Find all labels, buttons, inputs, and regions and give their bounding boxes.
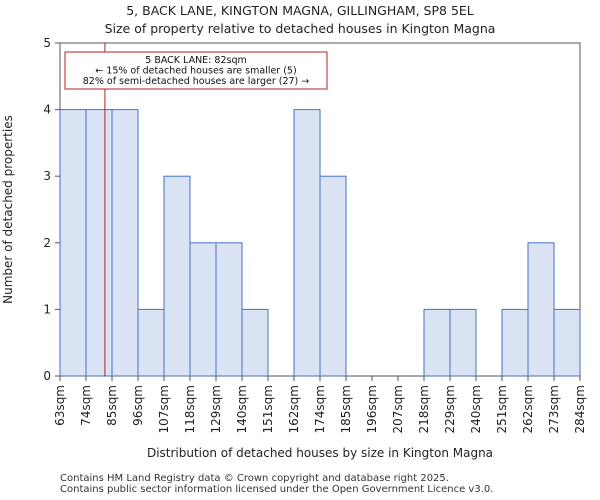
histogram-bar xyxy=(85,109,113,377)
y-tick-label: 1 xyxy=(43,302,51,316)
histogram-bar xyxy=(501,308,529,377)
x-tick-label: 284sqm xyxy=(573,385,587,433)
x-tick-label: 240sqm xyxy=(469,385,483,433)
histogram-bar xyxy=(59,109,87,377)
x-tick-label: 251sqm xyxy=(495,385,509,433)
x-tick-label: 162sqm xyxy=(287,385,301,433)
x-tick-label: 262sqm xyxy=(521,385,535,433)
y-tick-label: 5 xyxy=(43,36,51,50)
histogram-bar xyxy=(137,308,165,377)
x-tick-label: 118sqm xyxy=(183,385,197,433)
chart-title: 5, BACK LANE, KINGTON MAGNA, GILLINGHAM,… xyxy=(0,2,600,38)
y-tick-label: 3 xyxy=(43,169,51,183)
histogram-bar xyxy=(163,175,191,377)
y-tick-label: 0 xyxy=(43,369,51,383)
x-tick-label: 85sqm xyxy=(105,385,119,426)
x-tick-label: 151sqm xyxy=(261,385,275,433)
annotation-line-1: 5 BACK LANE: 82sqm xyxy=(145,55,246,66)
histogram-bar xyxy=(189,242,217,377)
x-tick-label: 185sqm xyxy=(339,385,353,433)
y-axis-title: Number of detached properties xyxy=(1,115,15,304)
y-tick-label: 2 xyxy=(43,236,51,250)
histogram-bar xyxy=(111,109,139,377)
x-tick-label: 74sqm xyxy=(79,385,93,426)
histogram-chart: 0 1 2 3 4 5 63sqm 74sqm 85sqm 96sqm 107sqm 118sqm 12… xyxy=(1,36,587,460)
footer-line-2: Contains public sector information licen… xyxy=(60,484,494,495)
histogram-bar xyxy=(293,109,321,377)
annotation-line-2: ← 15% of detached houses are smaller (5) xyxy=(95,66,296,77)
x-tick-label: 96sqm xyxy=(131,385,145,426)
x-tick-label: 273sqm xyxy=(547,385,561,433)
attribution-footer: Contains HM Land Registry data © Crown c… xyxy=(60,473,493,495)
x-tick-label: 140sqm xyxy=(235,385,249,433)
histogram-bar xyxy=(553,308,581,377)
histogram-bar xyxy=(319,175,347,377)
x-tick-label: 63sqm xyxy=(53,385,67,426)
x-tick-label: 129sqm xyxy=(209,385,223,433)
x-tick-label: 229sqm xyxy=(443,385,457,433)
histogram-bar xyxy=(449,308,477,377)
x-tick-label: 107sqm xyxy=(157,385,171,433)
histogram-bar xyxy=(215,242,243,377)
annotation-box xyxy=(64,51,328,90)
footer-line-1: Contains HM Land Registry data © Crown c… xyxy=(60,473,449,484)
y-tick-label: 4 xyxy=(43,103,51,117)
title-line-2: Size of property relative to detached ho… xyxy=(104,21,496,36)
histogram-bar xyxy=(241,308,269,377)
x-tick-label: 196sqm xyxy=(365,385,379,433)
histogram-bar xyxy=(527,242,555,377)
annotation-line-3: 82% of semi-detached houses are larger (… xyxy=(83,76,310,87)
histogram-bar xyxy=(423,308,451,377)
x-tick-label: 218sqm xyxy=(417,385,431,433)
x-axis-title: Distribution of detached houses by size … xyxy=(147,446,493,460)
x-tick-label: 207sqm xyxy=(391,385,405,433)
x-tick-label: 174sqm xyxy=(313,385,327,433)
title-line-1: 5, BACK LANE, KINGTON MAGNA, GILLINGHAM,… xyxy=(126,3,474,18)
